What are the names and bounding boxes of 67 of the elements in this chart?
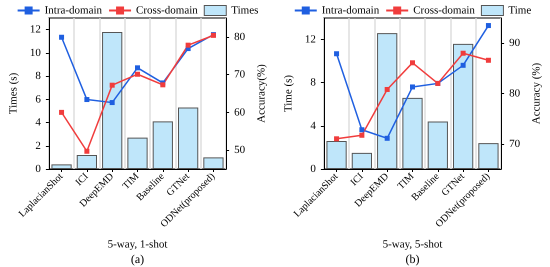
bar [352,152,372,169]
y2-tick-label: 70 [234,68,246,81]
legend-label: Cross-domain [413,4,476,16]
y2-axis-title: Accuracy(%) [256,64,268,123]
point [186,42,191,48]
point [59,110,64,115]
y2-tick-label: 90 [509,37,521,50]
y2-tick-label: 70 [509,138,521,150]
point [460,50,466,56]
bar [453,44,474,169]
point [84,97,90,102]
y-axis-title: Time (s) [282,74,294,112]
point [384,86,390,92]
y-tick-label: 10 [30,46,42,59]
legend-label: Intra-domain [322,4,380,16]
legend-label: Cross-domain [136,4,198,16]
bar [478,143,499,169]
y-tick-label: 4 [35,116,42,129]
y2-tick-label: 60 [234,106,246,118]
bar [51,164,72,169]
text: (a) [130,252,144,266]
bar [402,98,423,169]
y2-tick-label: 50 [234,144,246,156]
point [334,136,340,142]
point [110,82,115,88]
y-tick-label: 0 [310,163,316,175]
y2-tick-label: 80 [509,88,521,100]
point [84,148,90,154]
y-tick-label: 4 [310,120,316,132]
point [460,62,466,68]
point [59,34,64,40]
bar [178,107,198,169]
point [486,58,491,63]
point [110,100,115,106]
y-tick-label: 0 [35,163,42,175]
bar [428,122,448,169]
point [486,23,491,28]
point [135,65,140,70]
x-axis-title: 5-way, 5-shot [382,238,442,250]
bar [102,32,122,169]
y-tick-label: 6 [35,93,42,106]
point [334,51,340,56]
point [410,60,415,66]
bar [127,138,148,169]
text: (b) [406,252,420,266]
y-axis-title: Times (s) [8,72,20,114]
point [359,132,364,138]
bar [377,33,398,169]
y-tick-label: 8 [35,70,42,82]
point [359,127,364,132]
y2-axis-title: Accuracy (%) [530,62,542,124]
y-tick-label: 12 [304,34,316,46]
y-tick-label: 12 [30,24,41,36]
x-axis-title: 5-way, 1-shot [108,238,168,250]
y2-tick-label: 80 [234,30,246,43]
y-tick-label: 8 [310,76,316,89]
bar [152,121,173,169]
point [384,136,390,141]
legend-label: Time [508,4,532,16]
bar [203,157,224,169]
bar [76,155,97,169]
legend-label: Times [231,4,258,16]
point [410,84,415,90]
point [135,72,140,77]
bar [326,140,347,169]
legend-label: Intra-domain [44,4,103,16]
y-tick-label: 2 [35,140,41,152]
